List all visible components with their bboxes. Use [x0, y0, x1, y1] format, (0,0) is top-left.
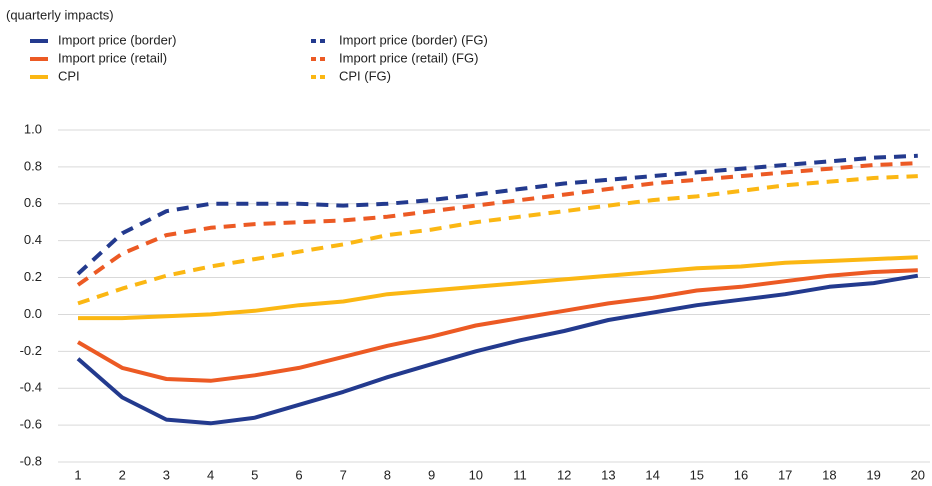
x-tick-label: 14 — [645, 467, 659, 482]
x-tick-label: 10 — [469, 467, 483, 482]
x-tick-label: 7 — [340, 467, 347, 482]
x-tick-label: 12 — [557, 467, 571, 482]
x-tick-label: 13 — [601, 467, 615, 482]
legend-label: Import price (border) (FG) — [339, 32, 488, 47]
legend-label: CPI — [58, 68, 80, 83]
series-line — [77, 174, 918, 306]
x-tick-label: 3 — [163, 467, 170, 482]
x-tick-label: 9 — [428, 467, 435, 482]
series-line — [76, 153, 918, 276]
x-tick-label: 17 — [778, 467, 792, 482]
y-tick-label: 0.4 — [24, 232, 42, 247]
x-tick-label: 4 — [207, 467, 214, 482]
y-tick-label: 0.6 — [24, 195, 42, 210]
y-tick-label: 0.2 — [24, 269, 42, 284]
legend-label: Import price (retail) (FG) — [339, 50, 478, 65]
x-tick-label: 5 — [251, 467, 258, 482]
chart-subtitle: (quarterly impacts) — [6, 7, 114, 22]
y-tick-label: -0.2 — [20, 343, 42, 358]
x-tick-label: 20 — [911, 467, 925, 482]
legend-label: Import price (retail) — [58, 50, 167, 65]
y-tick-label: 0.0 — [24, 306, 42, 321]
legend-label: CPI (FG) — [339, 68, 391, 83]
x-tick-label: 15 — [690, 467, 704, 482]
x-tick-label: 11 — [513, 467, 527, 482]
x-tick-label: 19 — [866, 467, 880, 482]
x-tick-label: 6 — [295, 467, 302, 482]
y-tick-label: 1.0 — [24, 121, 42, 136]
y-tick-label: -0.4 — [20, 380, 42, 395]
series-line — [76, 268, 918, 383]
y-tick-label: -0.6 — [20, 417, 42, 432]
x-tick-label: 2 — [119, 467, 126, 482]
series-line — [76, 273, 919, 426]
series-line — [78, 255, 918, 321]
legend-label: Import price (border) — [58, 32, 176, 47]
x-tick-label: 1 — [74, 467, 81, 482]
x-tick-label: 8 — [384, 467, 391, 482]
y-tick-label: -0.8 — [20, 453, 42, 468]
x-tick-label: 16 — [734, 467, 748, 482]
y-tick-label: 0.8 — [24, 158, 42, 173]
x-tick-label: 18 — [822, 467, 836, 482]
